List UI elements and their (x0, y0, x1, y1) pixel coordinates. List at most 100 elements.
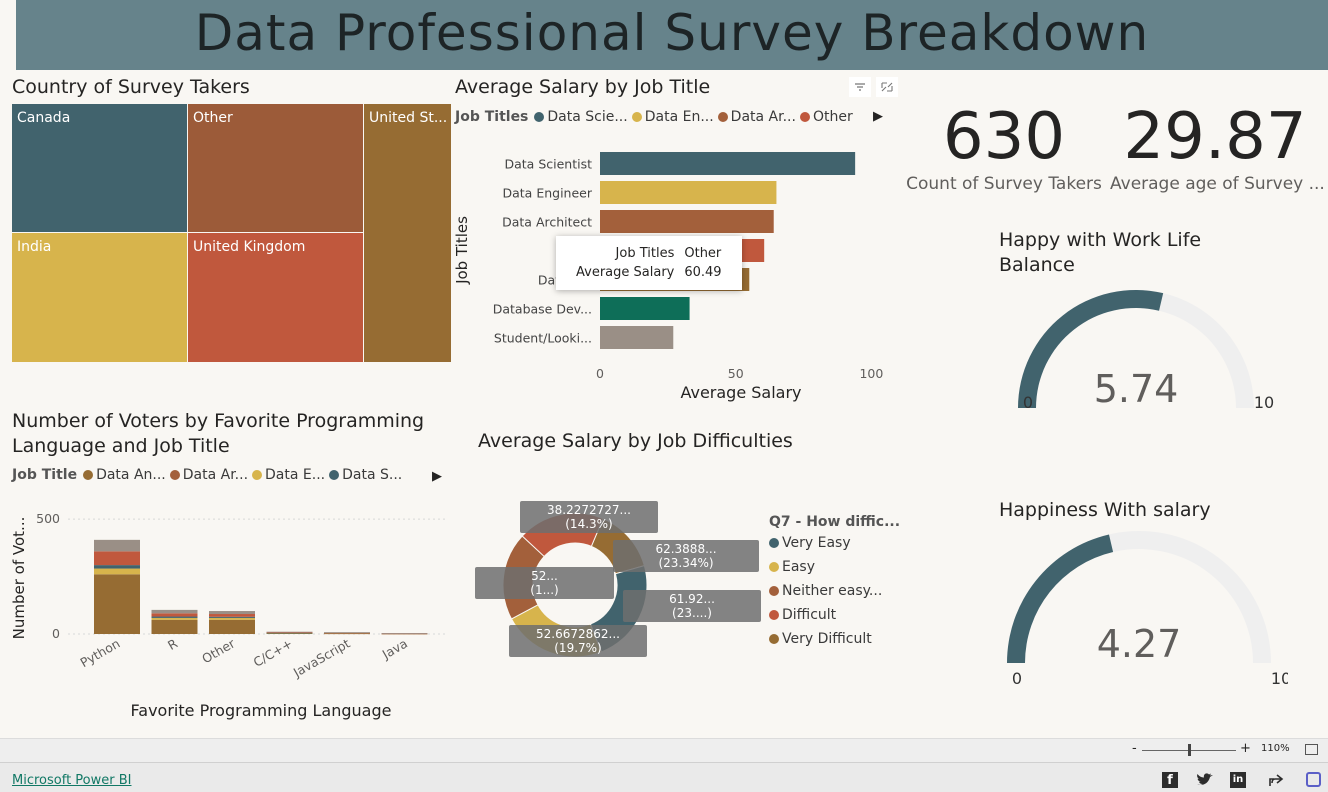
legend-item[interactable]: Data Scie... (534, 109, 628, 125)
country-treemap[interactable]: Canada Other United St... India United K… (11, 103, 452, 363)
legend-item[interactable]: Data Ar... (717, 109, 796, 125)
category-label: JavaScript (290, 636, 353, 681)
bar[interactable] (600, 297, 690, 320)
treemap-cell-united-states[interactable]: United St... (363, 103, 452, 363)
category-label: Data Architect (502, 215, 592, 230)
legend-next-arrow-icon[interactable]: ▶ (432, 469, 442, 484)
bar-segment[interactable] (381, 633, 428, 634)
legend-item[interactable]: Data An... (83, 467, 166, 483)
bar[interactable] (600, 181, 777, 204)
legend-label: Neither easy... (782, 583, 883, 599)
salary-by-title-title: Average Salary by Job Title (455, 76, 711, 98)
chart-tooltip: Job Titles Other Average Salary 60.49 (556, 236, 742, 290)
work-life-gauge[interactable]: 5.74 0 10 (998, 280, 1278, 420)
bar-segment[interactable] (209, 616, 255, 618)
bar-segment[interactable] (151, 619, 198, 634)
share-icon[interactable] (1268, 772, 1284, 788)
zoom-slider-handle[interactable] (1188, 744, 1191, 756)
gauge-fill (1018, 290, 1164, 408)
bar-segment[interactable] (266, 631, 313, 633)
bar-segment[interactable] (151, 613, 198, 617)
bar[interactable] (600, 210, 774, 233)
bar-segment[interactable] (151, 617, 198, 620)
legend-item[interactable]: Other (799, 109, 853, 125)
legend-label: Very Difficult (782, 631, 872, 647)
bar-segment[interactable] (209, 611, 255, 615)
y-axis-title: Job Titles (455, 216, 471, 285)
legend-title: Job Titles (455, 109, 529, 125)
bar-segment[interactable] (209, 617, 255, 620)
bar-segment[interactable] (209, 619, 255, 634)
embed-icon[interactable] (1306, 772, 1321, 787)
power-bi-link[interactable]: Microsoft Power BI (12, 773, 132, 788)
title-line: Language and Job Title (12, 435, 230, 457)
tick-label: 500 (36, 511, 60, 526)
legend-dot (83, 470, 94, 480)
status-bar: - + 110% (0, 738, 1328, 762)
bar-segment[interactable] (94, 565, 140, 569)
bar-segment[interactable] (151, 609, 198, 614)
treemap-cell-united-kingdom[interactable]: United Kingdom (187, 232, 364, 363)
linkedin-icon[interactable]: in (1230, 772, 1246, 788)
legend-item[interactable]: Data S... (329, 467, 402, 483)
data-label-value: 38.2272727... (547, 503, 631, 517)
legend-item[interactable]: Very Difficult (769, 631, 900, 647)
tick-label: 100 (859, 366, 883, 381)
bar-segment[interactable] (324, 632, 370, 634)
bar-segment[interactable] (266, 632, 313, 633)
kpi-card-survey-count: 630 Count of Survey Takers (904, 100, 1104, 194)
legend-label: Data En... (644, 109, 714, 125)
salary-title-legend: Job Titles Data Scie... Data En... Data … (455, 109, 895, 125)
legend-label: Difficult (782, 607, 837, 623)
legend-title: Q7 - How diffic... (769, 514, 901, 530)
facebook-icon[interactable]: f (1162, 772, 1178, 788)
lang-chart[interactable]: Number of Vot... Favorite Programming La… (8, 500, 453, 728)
legend-next-arrow-icon[interactable]: ▶ (873, 109, 883, 124)
bar-segment[interactable] (151, 616, 198, 618)
bar-segment[interactable] (266, 632, 313, 634)
tick-label: 0 (52, 626, 60, 641)
treemap-cell-label: United Kingdom (193, 239, 306, 255)
bar-segment[interactable] (324, 632, 370, 633)
legend-item[interactable]: Neither easy... (769, 583, 900, 599)
category-label: Student/Looki... (494, 331, 592, 346)
fit-to-page-icon[interactable] (1305, 744, 1318, 755)
data-label-percent: (23.34%) (658, 556, 714, 570)
treemap-cell-canada[interactable]: Canada (11, 103, 188, 233)
filter-icon[interactable] (849, 77, 871, 97)
treemap-cell-india[interactable]: India (11, 232, 188, 363)
gauge-value: 4.27 (1097, 622, 1182, 666)
treemap-cell-label: India (17, 239, 52, 255)
legend-item[interactable]: Data En... (631, 109, 714, 125)
bar-segment[interactable] (94, 574, 140, 634)
legend-dot (534, 112, 545, 122)
legend-item[interactable]: Very Easy (769, 535, 900, 551)
legend-dot (169, 470, 180, 480)
focus-mode-icon[interactable] (876, 77, 898, 97)
treemap-cell-other[interactable]: Other (187, 103, 364, 233)
legend-item[interactable]: Data Ar... (169, 467, 249, 483)
legend-item[interactable]: Difficult (769, 607, 900, 623)
zoom-out-button[interactable]: - (1132, 741, 1137, 756)
bar-segment[interactable] (209, 614, 255, 617)
gauge-min-label: 0 (1023, 393, 1033, 412)
twitter-icon[interactable] (1196, 772, 1214, 788)
bar-segment[interactable] (94, 568, 140, 575)
bar-segment[interactable] (94, 551, 140, 566)
salary-happiness-gauge[interactable]: 4.27 0 10 (998, 520, 1288, 695)
bar[interactable] (600, 326, 674, 349)
donut-data-label: 52.6672862... (19.7%) (509, 625, 647, 657)
legend-item[interactable]: Easy (769, 559, 900, 575)
x-axis-title: Average Salary (680, 383, 801, 402)
legend-label: Data Ar... (730, 109, 796, 125)
legend-item[interactable]: Data E... (252, 467, 325, 483)
gauge-title-salary: Happiness With salary (999, 498, 1211, 523)
data-label-percent: (19.7%) (554, 641, 602, 655)
title-line: Balance (999, 254, 1075, 276)
zoom-in-button[interactable]: + (1240, 741, 1251, 756)
bar-segment[interactable] (94, 539, 140, 552)
legend-label: Data Ar... (182, 467, 249, 483)
treemap-cell-label: Canada (17, 110, 71, 126)
kpi-label: Average age of Survey ... (1110, 174, 1325, 194)
bar[interactable] (600, 152, 856, 175)
